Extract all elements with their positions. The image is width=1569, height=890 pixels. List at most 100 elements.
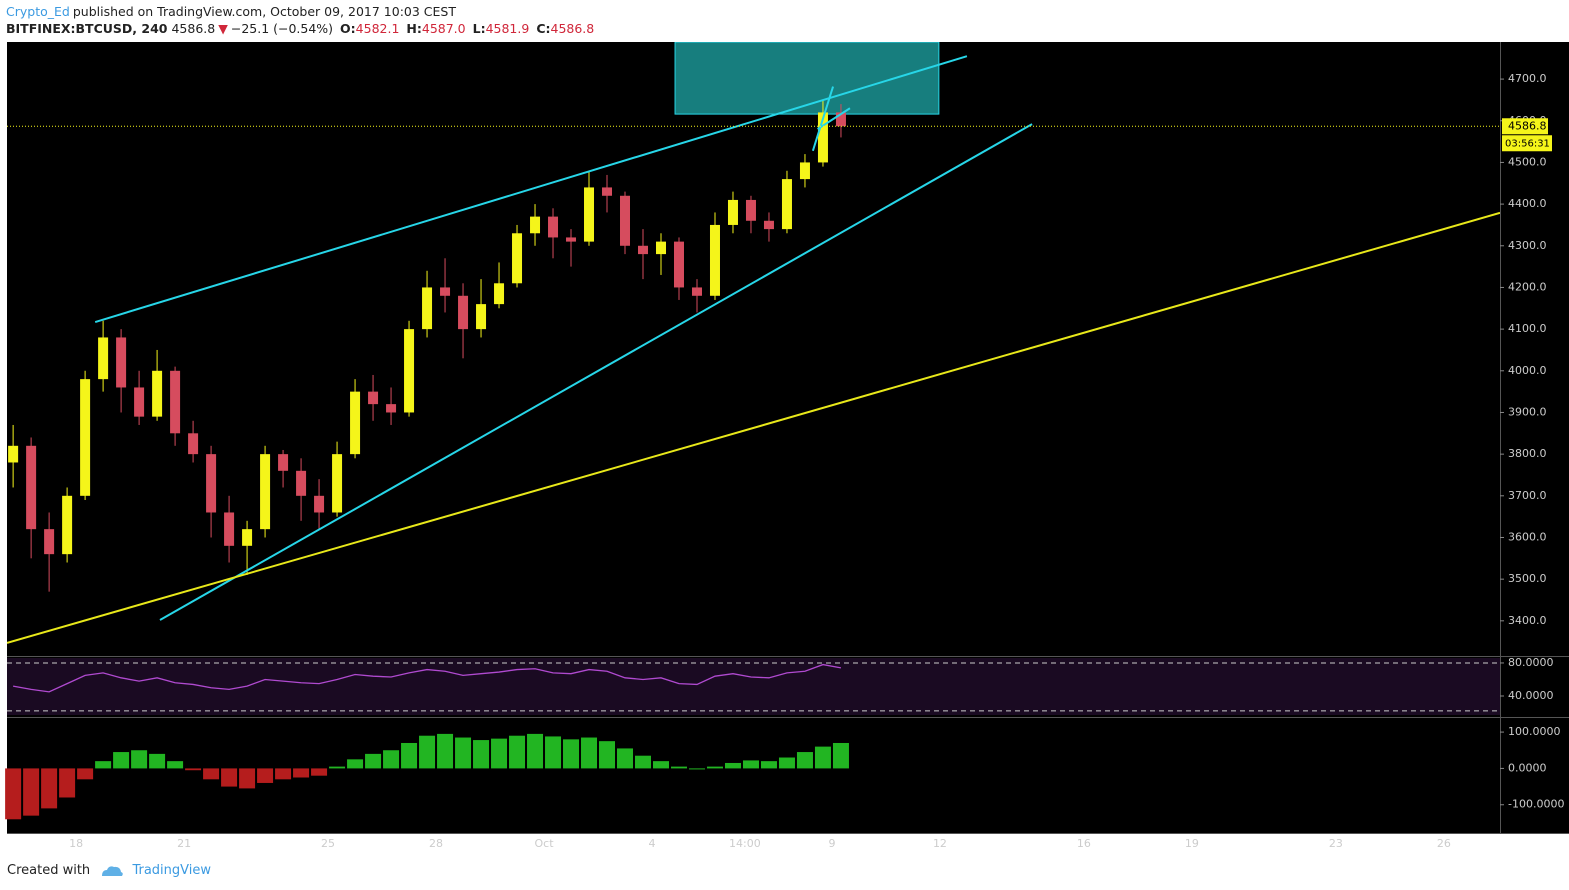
candle-body [44, 529, 55, 555]
macd-bar [742, 760, 759, 769]
macd-bar [383, 750, 400, 769]
x-tick-label: 4 [648, 837, 655, 850]
h: 4587.0 [421, 21, 466, 36]
candle-body [98, 337, 109, 380]
candle-body [170, 370, 181, 434]
y-tick-label: 3800.0 [1508, 447, 1547, 460]
candle-body [727, 199, 738, 225]
x-tick-label: 12 [933, 837, 947, 850]
candle-body [530, 216, 541, 234]
macd-bar [257, 768, 274, 783]
rsi-background [7, 658, 1500, 715]
macd-bar [832, 742, 849, 769]
x-tick-label: 18 [69, 837, 83, 850]
o-label: O: [340, 21, 356, 36]
candle-body [709, 224, 720, 296]
macd-tick-label: 0.0000 [1508, 761, 1547, 774]
candle-body [422, 287, 433, 330]
macd-tick-label: 100.0000 [1508, 725, 1561, 738]
macd-tick-label: -100.0000 [1508, 798, 1564, 811]
brand[interactable]: TradingView [132, 863, 211, 878]
rsi-line [13, 663, 842, 693]
candle-body [817, 112, 828, 163]
candle-body [548, 216, 559, 238]
macd-bar [581, 737, 598, 769]
macd-bar [527, 733, 544, 769]
candle-body [386, 404, 397, 413]
candle-body [494, 283, 505, 305]
header: Crypto_Ed published on TradingView.com, O… [6, 3, 597, 37]
main-pane [7, 42, 1500, 644]
c-label: C: [536, 21, 551, 36]
macd-bar [617, 748, 634, 769]
candle-body [763, 220, 774, 230]
trend-line [94, 55, 968, 323]
rsi-tick-label: 40.0000 [1508, 689, 1554, 702]
macd-bar [203, 768, 220, 780]
h-label: H: [406, 21, 422, 36]
macd-bar [95, 761, 112, 769]
published: published on TradingView.com, October 09… [72, 4, 456, 19]
candle-body [350, 391, 361, 455]
y-tick-label: 3900.0 [1508, 405, 1547, 418]
macd-bar [688, 768, 705, 770]
candle-body [781, 179, 792, 230]
macd-bar [185, 768, 202, 771]
x-tick-label: 14:00 [729, 837, 761, 850]
candle-body [368, 391, 379, 405]
candle-body [620, 195, 631, 246]
macd-bar [670, 766, 687, 769]
macd-bar [293, 768, 310, 778]
macd-bar [149, 753, 166, 769]
c: 4586.8 [550, 21, 595, 36]
macd-bar [167, 761, 184, 769]
macd-bar [59, 768, 76, 798]
macd-bar [347, 759, 364, 769]
macd-bar [652, 761, 669, 769]
candle-body [440, 287, 451, 296]
created: Created with [7, 863, 91, 878]
candle-body [458, 295, 469, 330]
footer: Created with TradingView [7, 863, 211, 878]
candle-body [404, 329, 415, 413]
x-tick-label: 26 [1437, 837, 1451, 850]
candle-body [260, 454, 271, 530]
macd-bar [473, 740, 490, 769]
candle-body [691, 287, 702, 296]
o: 4582.1 [355, 21, 400, 36]
logo [102, 865, 124, 876]
macd-bar [706, 766, 723, 769]
y-tick-label: 4700.0 [1508, 72, 1547, 85]
x-tick-label: 25 [321, 837, 335, 850]
macd-bar [365, 753, 382, 769]
candle-body [296, 470, 307, 496]
last-price-box [1502, 118, 1548, 135]
candle-body [673, 241, 684, 288]
macd-bar [635, 755, 652, 769]
candle-body [134, 387, 145, 417]
macd-bar [401, 742, 418, 769]
arrow: ▼ [218, 21, 228, 36]
trend-line [811, 86, 834, 152]
y-tick-label: 3600.0 [1508, 530, 1547, 543]
rsi-tick-label: 80.0000 [1508, 656, 1554, 669]
macd-bar [221, 768, 238, 787]
macd-bar [796, 752, 813, 769]
candle-body [602, 187, 613, 196]
candle-body [242, 529, 253, 546]
candle-body [8, 445, 19, 463]
macd-bar [724, 762, 741, 769]
author[interactable]: Crypto_Ed [6, 4, 70, 19]
macd-bar [275, 768, 292, 780]
x-tick-label: 16 [1077, 837, 1091, 850]
change: −25.1 (−0.54%) [230, 21, 334, 36]
y-tick-label: 4200.0 [1508, 280, 1547, 293]
candle-body [80, 379, 91, 496]
macd-bar [599, 741, 616, 769]
macd-bar [509, 735, 526, 769]
macd-bar [437, 733, 454, 769]
y-tick-label: 4100.0 [1508, 322, 1547, 335]
macd-bar [563, 739, 580, 769]
zone [674, 42, 940, 115]
